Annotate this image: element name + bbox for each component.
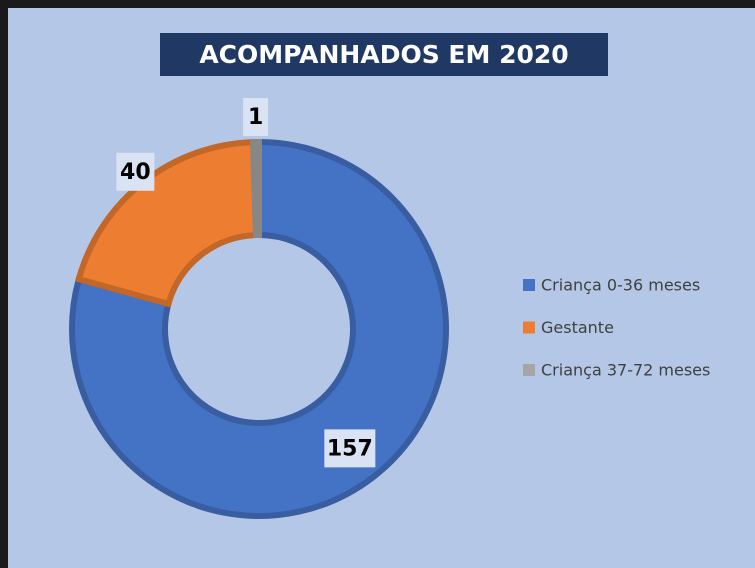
legend: Criança 0-36 meses Gestante Criança 37-72 … (523, 276, 710, 380)
donut-slice (69, 138, 449, 519)
donut-slice (249, 138, 262, 239)
legend-swatch (523, 364, 535, 376)
legend-swatch (523, 279, 535, 291)
donut-slice (75, 138, 260, 308)
title-box (160, 33, 608, 76)
legend-label: Criança 0-36 meses (541, 276, 700, 295)
chart-title: ACOMPANHADOS EM 2020 (199, 40, 568, 69)
legend-label: Gestante (541, 318, 614, 337)
donut (69, 138, 449, 519)
data-label-box (243, 98, 269, 137)
legend-swatch (523, 321, 535, 334)
data-label-box (324, 429, 376, 468)
legend-label: Criança 37-72 meses (541, 361, 710, 380)
data-label-box (116, 152, 155, 191)
data-label: 157 (327, 436, 373, 461)
data-labels: 157 40 1 (116, 98, 376, 468)
data-label: 1 (248, 105, 263, 130)
data-label: 40 (120, 160, 151, 185)
